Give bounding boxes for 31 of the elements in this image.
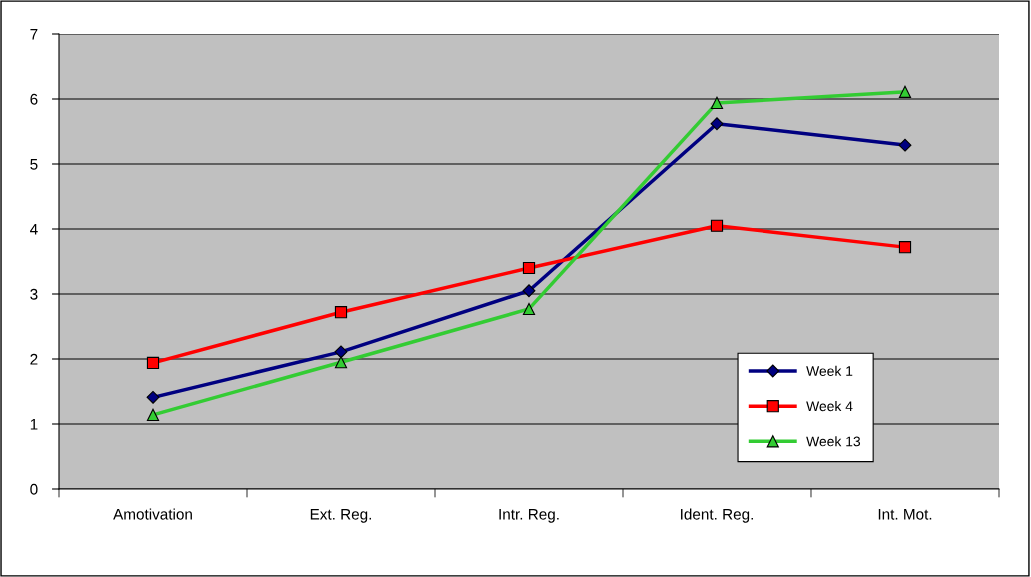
point <box>898 85 912 98</box>
point <box>710 96 724 110</box>
point <box>146 408 160 422</box>
y-tick-label: 5 <box>30 159 38 170</box>
legend-label: Week 1 <box>806 365 853 376</box>
y-tick-label: 2 <box>30 353 38 365</box>
legend-label: Week 13 <box>806 436 861 447</box>
point <box>146 390 160 404</box>
y-tick-label: 7 <box>30 29 38 40</box>
y-tick-label: 0 <box>30 483 38 495</box>
point <box>898 241 912 254</box>
x-tick-label: Amotivation <box>113 508 192 520</box>
x-tick-label: Int. Mot. <box>878 509 932 520</box>
point <box>522 284 536 298</box>
x-tick-label: Ident. Reg. <box>681 508 753 523</box>
point <box>710 117 724 131</box>
y-tick-label: 3 <box>30 288 38 300</box>
y-tick-label: 1 <box>30 419 38 430</box>
point <box>334 356 348 369</box>
point <box>334 306 348 319</box>
legend-label: Week 4 <box>806 400 853 412</box>
y-tick-label: 4 <box>30 224 38 235</box>
y-tick-label: 6 <box>30 93 38 105</box>
point <box>334 345 348 359</box>
point <box>146 356 160 370</box>
x-tick-label: Ext. Reg. <box>310 509 372 523</box>
point <box>522 261 536 275</box>
x-tick-label: Intr. Reg. <box>499 509 559 523</box>
point <box>522 302 536 316</box>
point <box>898 138 912 152</box>
point <box>710 219 724 232</box>
